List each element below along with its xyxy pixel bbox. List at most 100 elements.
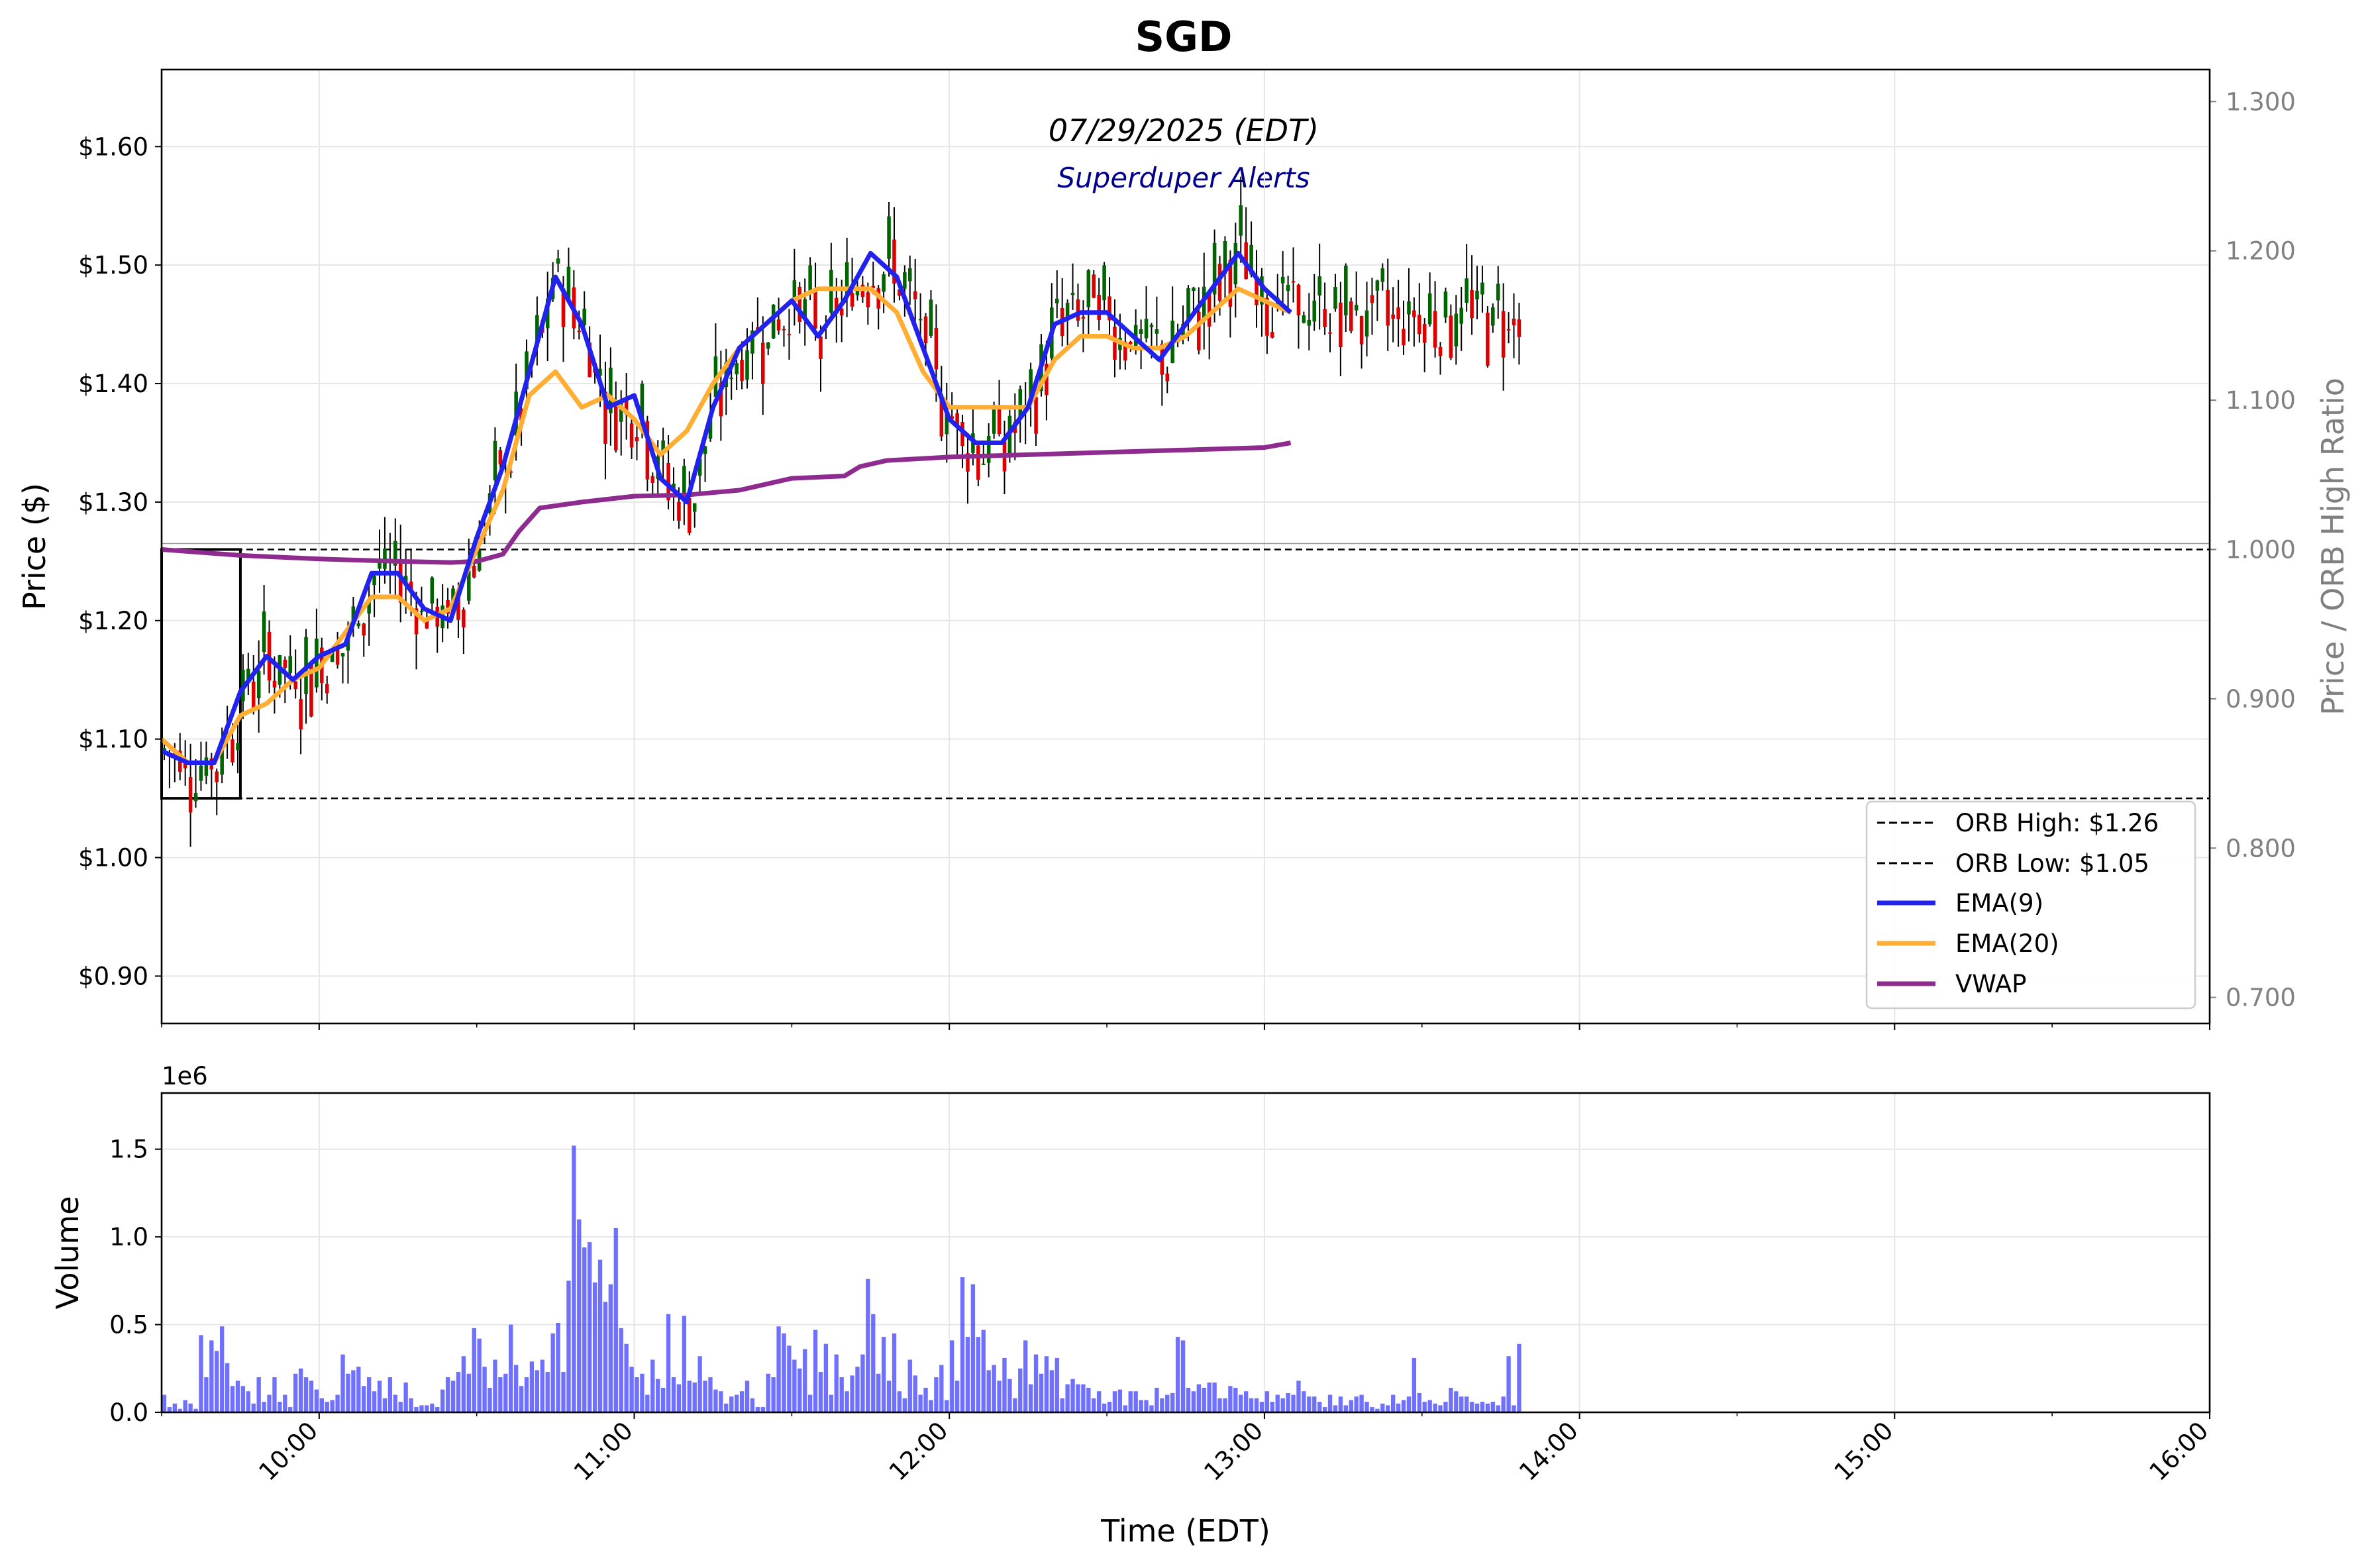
volume-bar — [256, 1377, 261, 1412]
candle-up — [845, 262, 849, 297]
volume-bar — [1070, 1379, 1075, 1412]
volume-bar — [976, 1337, 981, 1412]
candle-down — [997, 409, 1002, 435]
volume-bar — [1396, 1403, 1401, 1412]
candle-down — [782, 329, 786, 331]
candle-down — [1412, 310, 1416, 317]
candle-up — [330, 652, 335, 662]
volume-bar — [603, 1302, 608, 1412]
candle-up — [745, 350, 749, 380]
volume-bar — [766, 1373, 770, 1412]
candle-down — [409, 581, 413, 591]
volume-bar — [398, 1402, 403, 1412]
volume-bar — [298, 1368, 303, 1412]
candle-down — [1045, 363, 1049, 395]
volume-bar — [172, 1403, 177, 1412]
volume-bar — [913, 1375, 917, 1412]
volume-bar — [1469, 1402, 1474, 1412]
candle-up — [1212, 243, 1217, 295]
volume-bar — [1180, 1340, 1186, 1412]
volume-bar — [440, 1389, 445, 1412]
candle-down — [1128, 341, 1133, 344]
candle-up — [1239, 205, 1243, 236]
candle-up — [598, 368, 602, 376]
volume-bar — [225, 1363, 230, 1412]
candle-up — [1459, 307, 1464, 324]
ratio-tick-label: 0.700 — [2226, 984, 2296, 1012]
candle-up — [1427, 293, 1432, 325]
candle-down — [776, 319, 781, 331]
candle-up — [372, 576, 376, 586]
volume-bar — [918, 1394, 923, 1412]
price-plot-frame — [160, 68, 2211, 1025]
volume-bar — [945, 1400, 949, 1412]
volume-bar — [1165, 1394, 1170, 1412]
price-tick-label: $1.60 — [78, 132, 148, 161]
volume-bar — [902, 1398, 907, 1412]
volume-bar — [771, 1377, 776, 1412]
volume-bar — [1139, 1400, 1143, 1412]
candle-up — [661, 440, 665, 454]
volume-bar — [351, 1370, 356, 1412]
volume-bar — [597, 1259, 603, 1412]
volume-bar — [703, 1381, 707, 1412]
volume-bar — [251, 1403, 256, 1412]
candle-down — [1081, 317, 1086, 319]
candle-down — [614, 403, 618, 450]
volume-bar — [209, 1340, 214, 1412]
volume-bar — [540, 1359, 544, 1412]
ratio-tick-label: 1.100 — [2226, 386, 2296, 415]
candle-up — [256, 670, 261, 699]
volume-bar — [513, 1365, 519, 1412]
candle-down — [787, 334, 792, 336]
volume-bar — [1506, 1356, 1511, 1412]
volume-bar — [1007, 1379, 1012, 1412]
volume-bar — [435, 1407, 440, 1412]
volume-bar — [188, 1403, 193, 1412]
candle-up — [981, 463, 986, 465]
volume-bar — [550, 1333, 555, 1412]
volume-bar — [1244, 1391, 1249, 1412]
candle-up — [367, 599, 371, 614]
price-y-ticks: $0.90 $1.00 $1.10 $1.20 $1.30 $1.40 $1.50 $1.60 — [78, 132, 162, 990]
candle-down — [1107, 296, 1111, 321]
candle-down — [834, 297, 839, 314]
candle-down — [283, 659, 287, 668]
volume-bar — [1406, 1396, 1412, 1412]
volume-bar — [1443, 1402, 1448, 1412]
volume-bar — [881, 1337, 886, 1412]
candle-up — [1155, 329, 1159, 334]
candle-up — [1260, 276, 1264, 305]
volume-bar — [687, 1381, 692, 1412]
volume-y-ticks: 0.0 0.5 1.0 1.5 — [109, 1135, 162, 1427]
volume-bar — [335, 1394, 340, 1412]
candle-up — [855, 287, 860, 295]
volume-bar — [183, 1400, 187, 1412]
candle-down — [819, 336, 823, 359]
candle-up — [582, 308, 586, 325]
candle-down — [335, 646, 340, 665]
volume-bar — [1512, 1405, 1516, 1412]
volume-bar — [524, 1377, 529, 1412]
candle-down — [1255, 277, 1259, 305]
candle-down — [866, 292, 870, 308]
volume-bar — [1401, 1400, 1406, 1412]
volume-bar — [807, 1394, 813, 1412]
volume-bar — [293, 1373, 298, 1412]
volume-bar — [1013, 1398, 1017, 1412]
candle-up — [1491, 307, 1495, 326]
candle-down — [1438, 346, 1443, 356]
volume-bar — [965, 1337, 970, 1412]
volume-bar — [1264, 1391, 1270, 1412]
candle-up — [419, 611, 424, 613]
volume-bar — [724, 1403, 729, 1412]
candle-down — [519, 408, 523, 421]
volume-bar — [1018, 1368, 1023, 1412]
volume-bar — [713, 1389, 718, 1412]
volume-bar — [267, 1394, 272, 1412]
candle-up — [1465, 278, 1468, 303]
volume-bar — [330, 1400, 335, 1412]
candle-down — [1092, 274, 1096, 298]
volume-plot-frame — [160, 1092, 2211, 1414]
